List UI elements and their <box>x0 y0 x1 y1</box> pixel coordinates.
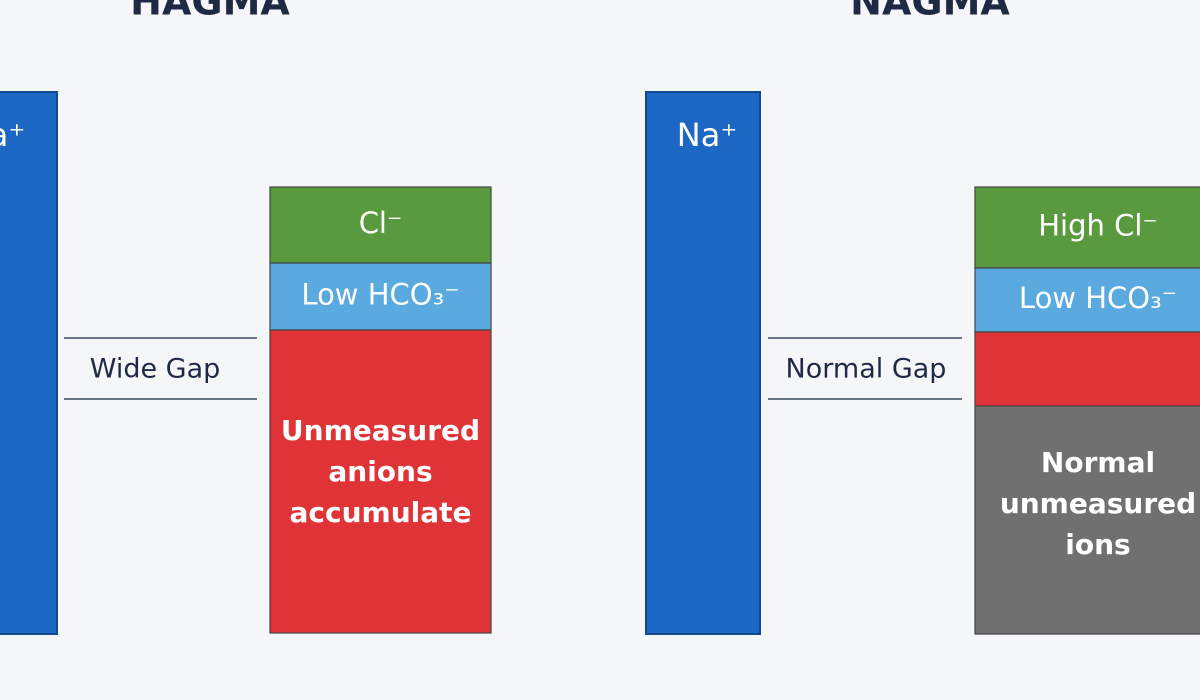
segment-label: ions <box>1065 528 1130 561</box>
segment-label: Cl⁻ <box>359 206 403 240</box>
stack-segment <box>974 331 1200 407</box>
segment-label: Low HCO₃⁻ <box>301 278 459 312</box>
cation-label: Na⁺ <box>677 116 737 154</box>
stack-segment <box>269 329 492 634</box>
segment-label: Unmeasured <box>281 414 480 447</box>
gap-label: Wide Gap <box>90 354 221 385</box>
panel-title: HAGMA <box>130 0 290 24</box>
stack-segment <box>269 186 492 264</box>
segment-label: unmeasured <box>1000 487 1196 520</box>
cation-bar <box>645 91 761 635</box>
stack-segment <box>974 267 1200 333</box>
cation-bar <box>0 91 58 635</box>
stack-segment <box>974 405 1200 635</box>
segment-label: High Cl⁻ <box>1038 209 1157 243</box>
segment-label: anions <box>328 455 432 488</box>
stack-segment <box>974 186 1200 269</box>
panel-title: NAGMA <box>850 0 1010 24</box>
cation-label: Na⁺ <box>0 116 25 154</box>
segment-label: Normal <box>1041 446 1155 479</box>
segment-label: accumulate <box>290 496 472 529</box>
gap-label: Normal Gap <box>786 354 947 385</box>
segment-label: Low HCO₃⁻ <box>1019 281 1177 315</box>
